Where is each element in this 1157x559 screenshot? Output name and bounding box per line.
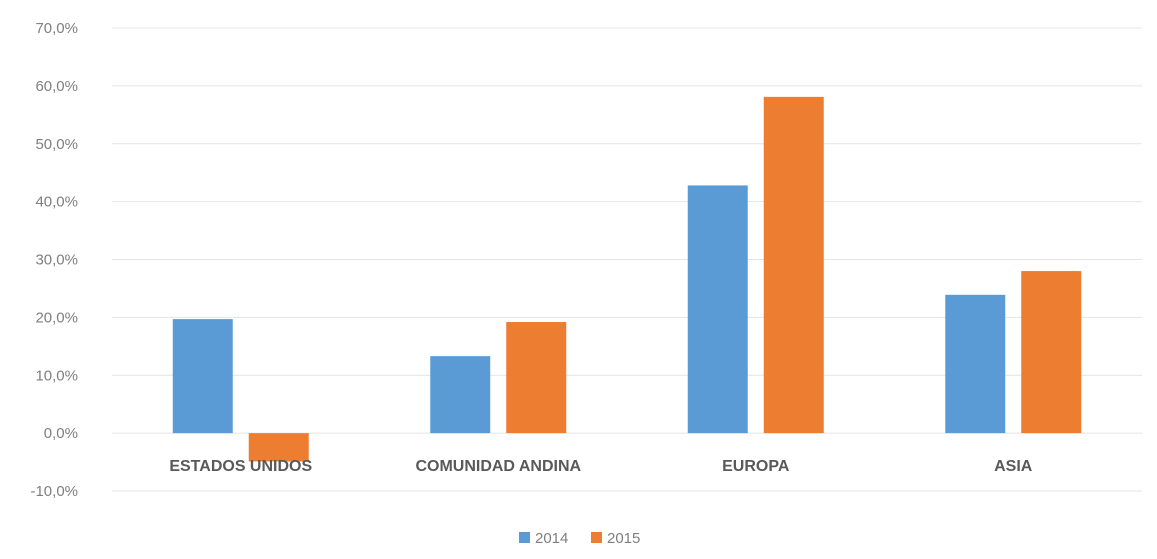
bar-2014-2 bbox=[430, 356, 491, 434]
y-tick-label: 40,0% bbox=[35, 194, 78, 211]
bars bbox=[172, 96, 1082, 462]
bar-2015-1 bbox=[248, 433, 309, 462]
x-category-label: ASIA bbox=[994, 458, 1033, 475]
x-category-label: COMUNIDAD ANDINA bbox=[415, 458, 581, 475]
bar-2014-4 bbox=[945, 294, 1006, 434]
bar-2014-3 bbox=[687, 185, 748, 434]
x-category-label: EUROPA bbox=[722, 458, 790, 475]
y-axis-tick-labels: 70,0% 60,0% 50,0% 40,0% 30,0% 20,0% 10,0% 0,0% -… bbox=[30, 20, 78, 500]
legend-label: 2014 bbox=[535, 530, 568, 547]
x-category-label: ESTADOS UNIDOS bbox=[169, 458, 312, 475]
bar-2015-2 bbox=[506, 322, 567, 434]
y-tick-label: 20,0% bbox=[35, 309, 78, 326]
legend-label: 2015 bbox=[607, 530, 640, 547]
y-tick-label: 0,0% bbox=[44, 425, 78, 442]
y-tick-label: 10,0% bbox=[35, 367, 78, 384]
y-tick-label: 70,0% bbox=[35, 20, 78, 37]
legend-swatch-2015 bbox=[591, 532, 602, 543]
bar-2014-1 bbox=[172, 319, 233, 434]
legend-swatch-2014 bbox=[519, 532, 530, 543]
y-tick-label: 60,0% bbox=[35, 78, 78, 95]
bar-2015-3 bbox=[763, 96, 824, 434]
legend: 2014 2015 bbox=[519, 530, 640, 547]
y-tick-label: 50,0% bbox=[35, 136, 78, 153]
gridlines bbox=[112, 27, 1142, 492]
y-tick-label: -10,0% bbox=[30, 483, 78, 500]
y-tick-label: 30,0% bbox=[35, 252, 78, 269]
x-axis-category-labels: ESTADOS UNIDOS COMUNIDAD ANDINA EUROPA ASIA bbox=[169, 458, 1032, 475]
bar-2015-4 bbox=[1021, 271, 1082, 434]
